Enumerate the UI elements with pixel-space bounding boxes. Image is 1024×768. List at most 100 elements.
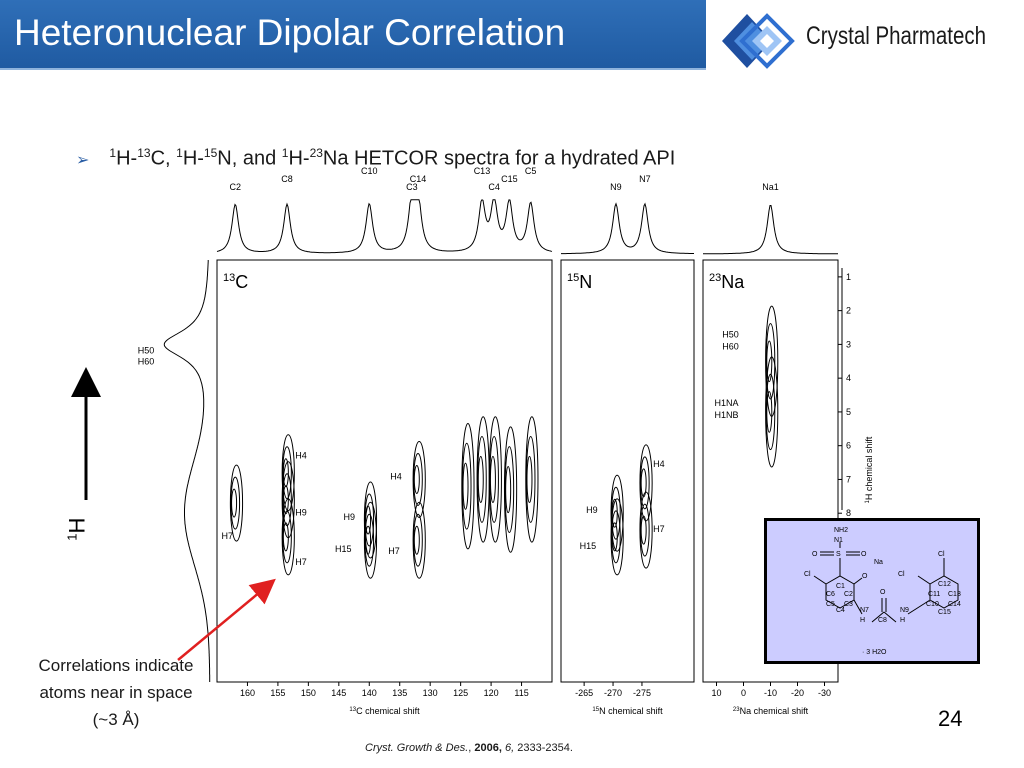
correlation-contour	[525, 416, 539, 543]
correlation-contour	[365, 505, 372, 535]
correlation-contour	[610, 498, 624, 576]
correlation-contour	[282, 510, 292, 564]
correlation-contour	[611, 498, 618, 528]
correlation-contour	[231, 488, 238, 518]
correlation-label: H50	[722, 329, 739, 339]
mol-label-n1: N1	[834, 537, 843, 544]
correlation-contour	[639, 491, 653, 569]
mol-label-cl: Cl	[898, 571, 905, 578]
correlation-contour	[611, 486, 621, 540]
mol-label-na: Na	[874, 559, 883, 566]
x-axis-label: 13C chemical shift	[349, 706, 420, 716]
correlation-contour	[364, 493, 375, 547]
x-axis-label-sup: 15	[592, 707, 599, 713]
projection-peak-label: N7	[639, 174, 651, 184]
correlation-label: H4	[653, 459, 665, 469]
correlation-contour	[639, 444, 653, 522]
correlation-contour	[489, 436, 499, 523]
correlation-contour	[765, 323, 776, 400]
projection-trace	[216, 199, 553, 254]
x-tick-label: -270	[604, 688, 622, 698]
correlation-contour	[503, 426, 518, 553]
page-number: 24	[938, 706, 963, 731]
mol-label-c8: C8	[878, 617, 887, 624]
correlation-contour	[610, 474, 624, 552]
projection-peak-label: C8	[281, 174, 293, 184]
x-tick-label: 120	[484, 688, 499, 698]
correlation-contour	[413, 452, 423, 506]
correlation-contour	[363, 501, 378, 579]
correlation-contour	[640, 468, 647, 498]
mol-label-c4: C4	[836, 607, 845, 614]
x-axis-label-main: C chemical shift	[356, 706, 420, 716]
correlation-contour	[462, 462, 469, 510]
mol-label-o: O	[861, 551, 867, 558]
correlation-contour	[765, 373, 776, 451]
correlation-label: H7	[653, 524, 665, 534]
correlation-label: H60	[722, 341, 739, 351]
correlation-contour	[640, 503, 650, 557]
correlation-contour	[505, 465, 512, 514]
mol-label-c2: C2	[844, 591, 853, 598]
panel-label: 15N	[567, 272, 592, 292]
mol-label-water: · 3 H2O	[862, 649, 887, 656]
correlation-contour	[766, 340, 773, 383]
correlation-label: H4	[295, 451, 307, 461]
x-axis-label-main: N chemical shift	[599, 706, 663, 716]
correlation-contour	[281, 461, 295, 539]
plot-frame	[216, 259, 553, 683]
correlation-contour	[526, 455, 533, 504]
mol-label-c6: C6	[826, 591, 835, 598]
callout-arrow	[177, 578, 276, 661]
x-tick-label: 135	[392, 688, 407, 698]
x-tick-label: -265	[575, 688, 593, 698]
panel-label-main: C	[235, 272, 248, 292]
x-axis-label-sup: 23	[733, 707, 740, 713]
correlation-label: H4	[390, 471, 402, 481]
correlation-contour	[477, 436, 487, 523]
mol-label-c13: C13	[948, 591, 961, 598]
mol-label-c1: C1	[836, 583, 845, 590]
projection-peak-label: N9	[610, 182, 622, 192]
y-axis-label-main: H chemical shift	[864, 436, 874, 500]
correlation-contour	[765, 356, 779, 468]
title-bar: Heteronuclear Dipolar Correlation	[0, 0, 706, 70]
correlation-contour	[282, 522, 289, 552]
correlation-label: H15	[580, 541, 597, 551]
x-tick-label: 115	[514, 688, 528, 698]
projection-peak-label: C3	[406, 182, 418, 192]
x-tick-label: 145	[331, 688, 346, 698]
slide-title: Heteronuclear Dipolar Correlation	[14, 12, 566, 53]
correlation-contour	[281, 434, 295, 512]
correlation-label: H9	[295, 508, 307, 518]
mol-label-o: O	[880, 589, 886, 596]
panel-label-sup: 23	[709, 272, 721, 284]
correlation-contour	[461, 422, 475, 550]
mol-label-c5: C5	[826, 601, 835, 608]
x-tick-label: 130	[423, 688, 438, 698]
mol-label-c12: C12	[938, 581, 951, 588]
projection-peak-label: C2	[230, 182, 242, 192]
x-axis-label-main: Na chemical shift	[740, 706, 809, 716]
citation: Cryst. Growth & Des., 2006, 6, 2333-2354…	[365, 742, 573, 754]
correlation-contour	[363, 481, 378, 559]
correlation-contour	[282, 446, 292, 500]
x-tick-label: -275	[633, 688, 651, 698]
x-tick-label: 160	[240, 688, 255, 698]
panel-label-main: Na	[721, 272, 745, 292]
correlation-contour	[488, 416, 502, 543]
correlation-contour	[525, 436, 536, 523]
correlation-label: H7	[295, 557, 307, 567]
mol-label-c14: C14	[948, 601, 961, 608]
mol-label-n7: N7	[860, 607, 869, 614]
panel-label-main: N	[579, 272, 592, 292]
y-tick-label: 7	[846, 474, 851, 484]
y-tick-label: 4	[846, 373, 851, 383]
panel-label-sup: 13	[223, 272, 235, 284]
mol-label-c10: C10	[926, 601, 939, 608]
mol-label-n9: N9	[900, 607, 909, 614]
correlation-contour	[489, 455, 496, 504]
x-tick-label: 150	[301, 688, 316, 698]
panel-label: 23Na	[709, 272, 745, 292]
mol-label-s: S	[836, 551, 841, 558]
